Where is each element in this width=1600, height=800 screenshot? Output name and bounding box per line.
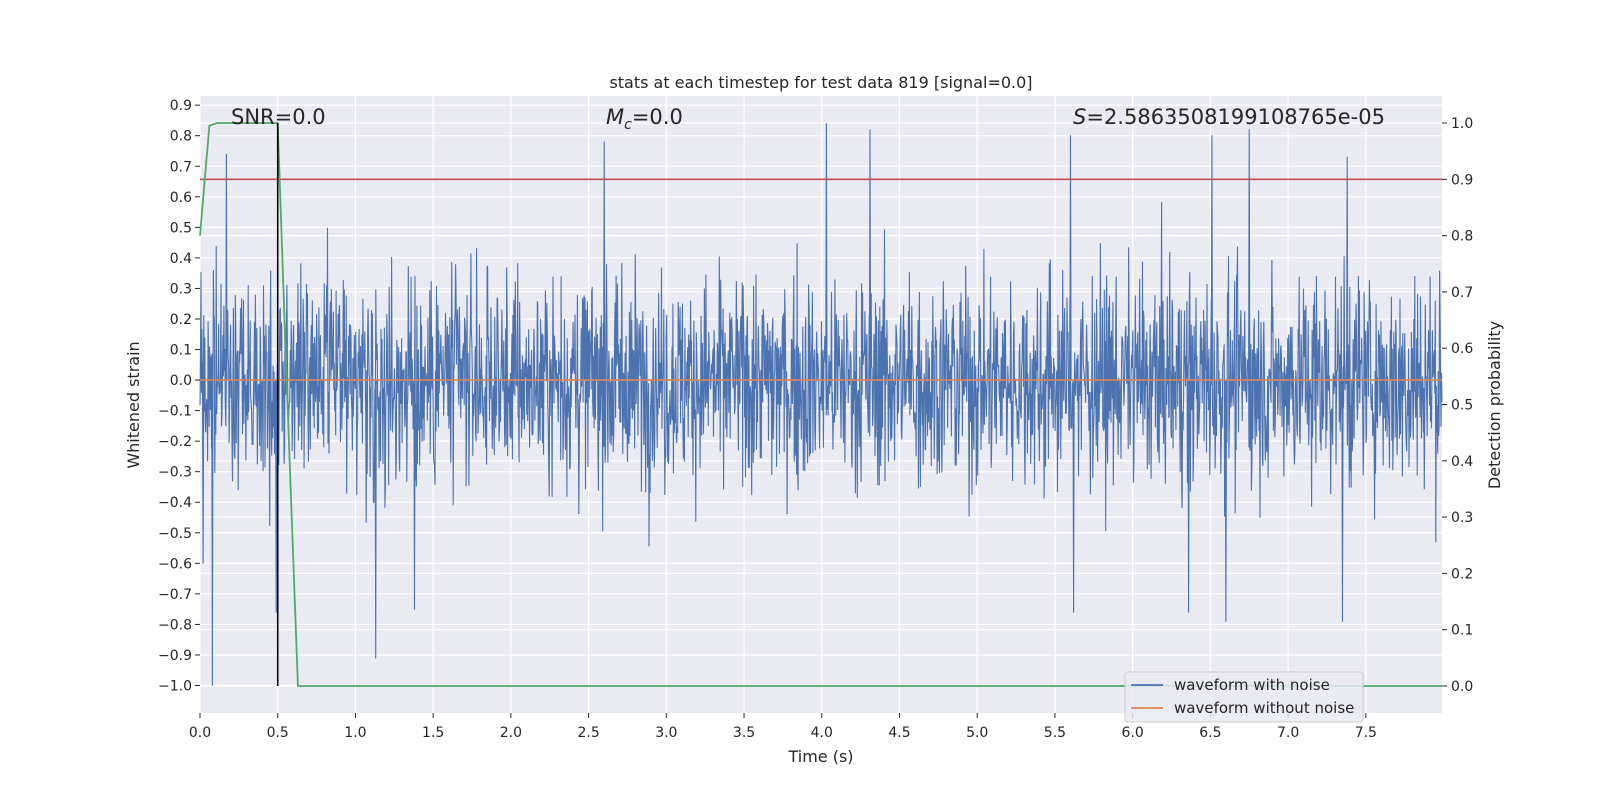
x-tick-label: 6.0 [1122, 725, 1144, 741]
x-tick-label: 7.0 [1277, 725, 1299, 741]
series-waveform-with-noise [199, 122, 1443, 687]
y-right-tick-label: 0.8 [1451, 229, 1473, 245]
y-right-axis-ticks: 0.0 0.1 0.2 0.3 0.4 0.5 0.6 0.7 0.8 0.9 1.0 [1442, 116, 1473, 695]
x-tick-label: 0.0 [189, 725, 211, 741]
y-left-tick-label: 0.7 [170, 159, 192, 175]
s-symbol: S [1073, 105, 1086, 129]
legend-label-noise: waveform with noise [1174, 676, 1330, 694]
series-layer [199, 122, 1443, 687]
y-left-tick-label: 0.4 [170, 251, 192, 267]
y-left-tick-label: 0.3 [170, 281, 192, 297]
x-tick-label: 4.5 [888, 725, 910, 741]
y-left-tick-label: −0.6 [158, 556, 192, 572]
y-right-tick-label: 0.7 [1451, 285, 1473, 301]
s-value: =2.5863508199108765e-05 [1086, 105, 1385, 129]
y-left-tick-label: 0.8 [170, 129, 192, 145]
y-right-tick-label: 0.5 [1451, 398, 1473, 414]
y-right-tick-label: 0.1 [1451, 623, 1473, 639]
snr-annotation: SNR=0.0 [231, 105, 326, 129]
x-tick-label: 6.5 [1199, 725, 1221, 741]
x-tick-label: 5.5 [1044, 725, 1066, 741]
y-left-tick-label: −1.0 [158, 679, 192, 695]
x-tick-label: 4.0 [811, 725, 833, 741]
y-right-tick-label: 0.2 [1451, 566, 1473, 582]
x-tick-label: 2.0 [500, 725, 522, 741]
y-left-tick-label: −0.5 [158, 526, 192, 542]
legend: waveform with noise waveform without noi… [1124, 671, 1364, 723]
chart-title: stats at each timestep for test data 819… [609, 73, 1032, 92]
y-left-tick-label: 0.6 [170, 190, 192, 206]
x-tick-label: 1.5 [422, 725, 444, 741]
y-left-tick-label: 0.0 [170, 373, 192, 389]
y-left-tick-label: −0.1 [158, 404, 192, 420]
y-left-tick-label: 0.2 [170, 312, 192, 328]
y-right-tick-label: 1.0 [1451, 116, 1473, 132]
y-left-tick-label: −0.8 [158, 617, 192, 633]
chirp-mass-symbol: M [606, 105, 624, 129]
x-tick-label: 2.5 [577, 725, 599, 741]
y-left-tick-label: −0.3 [158, 465, 192, 481]
chirp-mass-value: =0.0 [632, 105, 683, 129]
chirp-mass-annotation: Mc=0.0 [606, 105, 683, 133]
x-tick-label: 7.5 [1355, 725, 1377, 741]
y-left-tick-label: −0.9 [158, 648, 192, 664]
x-tick-label: 1.0 [344, 725, 366, 741]
y-left-tick-label: 0.1 [170, 343, 192, 359]
y-left-tick-label: −0.2 [158, 434, 192, 450]
x-tick-label: 3.5 [733, 725, 755, 741]
y-right-tick-label: 0.3 [1451, 510, 1473, 526]
y-right-axis-label: Detection probability [1485, 321, 1504, 489]
y-left-tick-label: 0.5 [170, 220, 192, 236]
x-axis-ticks: 0.0 0.5 1.0 1.5 2.0 2.5 3.0 3.5 4.0 4.5 5.0 5.5 6.0 6… [189, 713, 1377, 741]
y-left-tick-label: −0.7 [158, 587, 192, 603]
y-left-axis-label: Whitened strain [124, 341, 143, 468]
y-right-tick-label: 0.4 [1451, 454, 1473, 470]
x-tick-label: 0.5 [267, 725, 289, 741]
y-right-tick-label: 0.6 [1451, 341, 1473, 357]
x-axis-label: Time (s) [787, 747, 853, 766]
y-right-tick-label: 0.9 [1451, 172, 1473, 188]
chirp-mass-subscript: c [624, 117, 632, 133]
y-left-axis-ticks: 0.9 0.8 0.7 0.6 0.5 0.4 0.3 0.2 0.1 0.0 −0.1 −0.2 −0… [158, 98, 200, 695]
legend-label-clean: waveform without noise [1174, 699, 1354, 717]
y-left-tick-label: −0.4 [158, 495, 192, 511]
x-tick-label: 3.0 [655, 725, 677, 741]
y-right-tick-label: 0.0 [1451, 679, 1473, 695]
y-left-tick-label: 0.9 [170, 98, 192, 114]
s-annotation: S=2.5863508199108765e-05 [1073, 105, 1385, 129]
legend-box [1124, 671, 1364, 723]
x-tick-label: 5.0 [966, 725, 988, 741]
